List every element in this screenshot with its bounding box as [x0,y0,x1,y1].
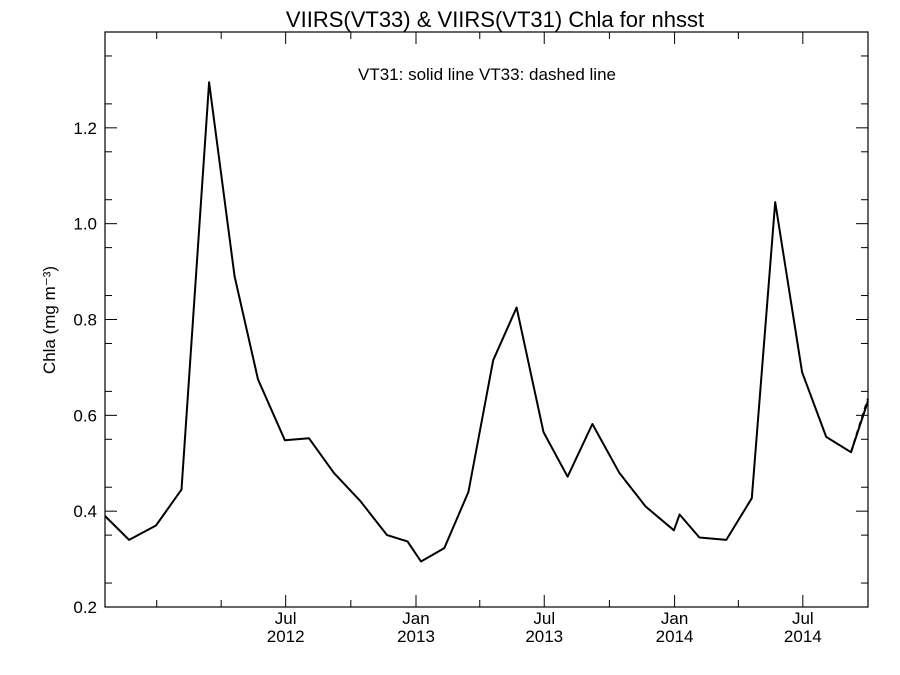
y-tick-label: 0.6 [73,406,97,425]
series-lines [104,81,869,563]
series-line-vt33 [850,398,869,453]
y-tick-label: 1.0 [73,215,97,234]
chart-title: VIIRS(VT33) & VIIRS(VT31) Chla for nhsst [286,7,704,32]
x-tick-label-year: 2012 [267,627,305,646]
x-tick-label-month: Jul [792,609,814,628]
x-tick-label-month: Jul [275,609,297,628]
y-tick-label: 1.2 [73,119,97,138]
plot-frame [104,31,869,608]
x-tick-label-year: 2013 [525,627,563,646]
series-line-vt31 [104,81,869,563]
x-tick-label-month: Jan [402,609,429,628]
y-axis-label: Chla (mg m⁻³) [40,266,59,374]
y-tick-label: 0.8 [73,311,97,330]
x-tick-label-year: 2014 [784,627,822,646]
y-tick-label: 0.4 [73,502,97,521]
axis-ticks: 0.20.40.60.81.01.2Jul2012Jan2013Jul2013J… [73,32,868,646]
x-tick-label-year: 2014 [656,627,694,646]
series-note: VT31: solid line VT33: dashed line [358,65,616,84]
y-tick-label: 0.2 [73,598,97,617]
x-tick-label-month: Jan [661,609,688,628]
x-tick-label-year: 2013 [397,627,435,646]
x-tick-label-month: Jul [533,609,555,628]
